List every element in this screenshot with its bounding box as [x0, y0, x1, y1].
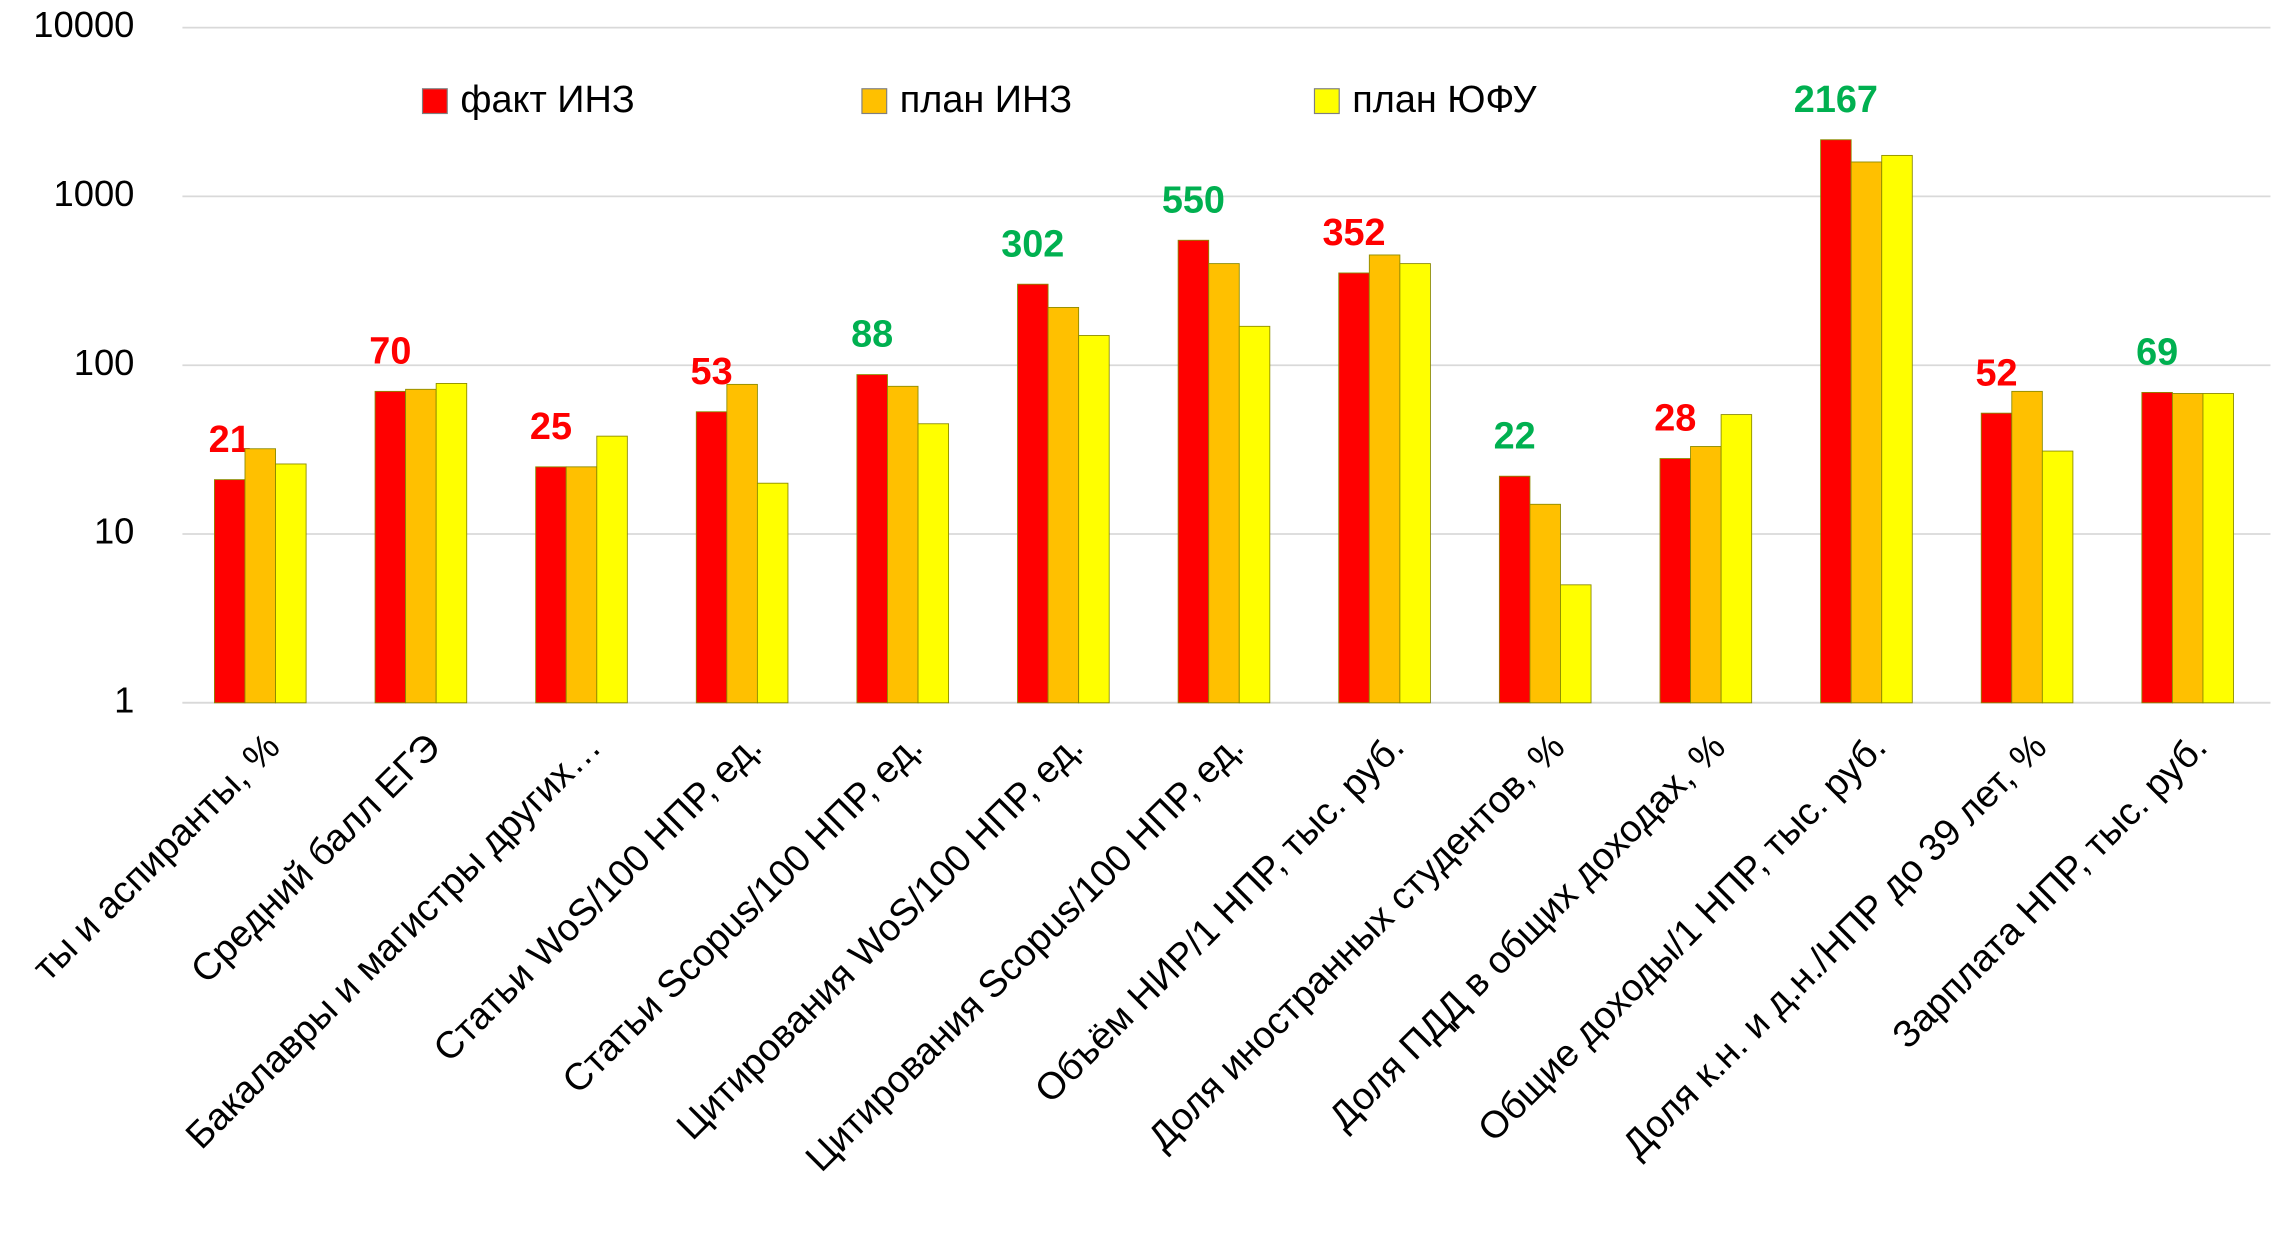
bar	[1017, 283, 1049, 704]
legend-label: план ЮФУ	[1352, 79, 1537, 121]
data-label: 352	[1322, 212, 1385, 254]
data-label: 28	[1654, 398, 1696, 440]
bar	[1177, 239, 1210, 704]
bar	[405, 388, 437, 704]
bar	[2011, 390, 2043, 704]
bar	[1529, 503, 1561, 704]
bar	[1881, 154, 1913, 704]
data-label: 53	[691, 351, 733, 393]
x-tick-label: Зарплата НПР, тыс. руб.	[1885, 726, 2216, 1057]
data-label: 550	[1162, 179, 1225, 221]
bar	[1368, 254, 1401, 704]
y-tick-label: 1000	[54, 173, 135, 214]
bar	[214, 479, 246, 704]
bar	[2171, 393, 2204, 704]
bar	[1850, 161, 1883, 704]
y-tick-label: 100	[74, 342, 135, 383]
bar	[1498, 475, 1531, 704]
bar	[435, 383, 468, 704]
data-label: 21	[209, 419, 251, 461]
bar	[1820, 139, 1852, 704]
bar	[695, 411, 728, 704]
legend-label: факт ИНЗ	[460, 79, 634, 121]
data-label: 22	[1494, 415, 1536, 457]
bar	[856, 374, 888, 704]
bar	[1659, 458, 1691, 704]
data-label: 302	[1001, 223, 1064, 265]
legend-label: план ИНЗ	[900, 79, 1072, 121]
bar	[596, 435, 628, 704]
y-tick-label: 1	[114, 679, 134, 720]
legend-swatch	[421, 88, 448, 115]
bar	[275, 463, 307, 704]
bar	[1399, 263, 1431, 704]
bar	[726, 383, 758, 704]
bar	[917, 423, 950, 704]
bar	[2041, 450, 2074, 704]
y-tick-label: 10	[94, 511, 134, 552]
data-label: 88	[851, 314, 893, 356]
bar	[565, 466, 598, 704]
data-label: 52	[1975, 352, 2017, 394]
legend-swatch	[1313, 88, 1340, 115]
bar	[1980, 412, 2013, 704]
bar	[1238, 325, 1271, 704]
bar	[1338, 272, 1370, 704]
data-label: 2167	[1794, 79, 1878, 121]
data-label: 70	[369, 331, 411, 373]
legend-swatch	[861, 88, 888, 115]
bar	[535, 466, 567, 704]
x-tick-label: Статьи WoS/100 НПР, ед.	[426, 726, 770, 1070]
bar	[1208, 263, 1240, 704]
bar	[1690, 446, 1722, 704]
y-tick-label: 10000	[33, 4, 134, 45]
bar	[1078, 335, 1110, 704]
bar	[244, 448, 276, 704]
bar	[1560, 584, 1592, 704]
bar	[1720, 414, 1753, 704]
data-label: 69	[2136, 332, 2178, 374]
bar	[2202, 393, 2234, 704]
bar	[887, 385, 919, 704]
data-label: 25	[530, 406, 572, 448]
bar	[756, 482, 789, 704]
bar	[374, 390, 407, 704]
bar	[1047, 306, 1080, 704]
bar	[2141, 391, 2173, 704]
